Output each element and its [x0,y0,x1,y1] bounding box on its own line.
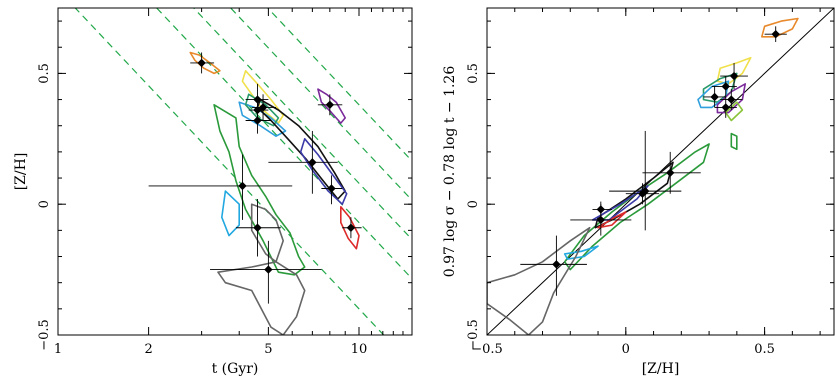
data-point-1 [729,71,739,81]
x-tick-label-1: 0 [622,342,630,357]
plot-frame [486,7,835,336]
contour-5 [724,101,744,122]
data-point-2 [258,103,268,112]
contour-7 [339,206,360,250]
iso-line-2 [192,8,412,240]
data-point-10 [596,215,606,225]
y-axis-label: [Z/H] [13,153,29,191]
panel-fundamental-plane: −0.5 0 0.5 −0.5 0 0.5 [Z/H] 0.97 log σ − 0.78 l… [442,7,835,377]
plot-area [74,8,412,335]
data-point-11 [552,260,561,269]
data-point-4 [727,95,736,104]
x-axis-label: [Z/H] [642,361,680,377]
data-point-5 [325,100,335,109]
data-point-2 [721,82,730,91]
x-tick-label-3: 10 [351,342,368,357]
data-point-4 [253,116,262,125]
y-tick-label-1: 0 [466,200,481,208]
plot-area [487,8,834,335]
data-point-9 [346,223,356,232]
contour-0 [760,17,799,38]
data-point-5 [721,103,730,112]
contour-7 [563,143,710,271]
data-point-0 [771,29,780,39]
x-tick-label-1: 2 [144,342,152,357]
y-tick-label-1: 0 [37,200,52,208]
data-point-6 [308,158,317,167]
contour-11 [250,203,285,263]
contour-10 [217,260,306,335]
error-bar-11 [210,240,322,304]
y-tick-label-2: 0.5 [466,63,481,84]
contour-6 [730,132,738,151]
iso-line-3 [155,8,412,280]
data-point-0 [197,58,206,68]
data-point-10 [253,223,262,232]
error-bar-8 [148,154,293,220]
x-tick-label-2: 0.5 [754,342,775,357]
data-point-8 [638,189,647,198]
y-axis-label: 0.97 log σ − 0.78 log t − 1.26 [442,66,458,278]
data-point-11 [264,265,273,274]
y-tick-label-0: −0.5 [466,319,481,351]
data-point-8 [238,181,247,191]
y-tick-label-0: −0.5 [37,319,52,351]
contour-12 [487,226,591,335]
error-bar-6 [268,130,338,194]
data-point-7 [641,186,650,196]
x-tick-label-2: 5 [264,342,272,357]
iso-line-1 [229,8,412,201]
data-point-3 [710,92,719,102]
panel-age-metallicity: 1 2 5 10 −0.5 0 0.5 t (Gyr) [Z/H] [13,7,413,377]
y-tick-label-2: 0.5 [37,63,52,84]
contour-1 [241,70,285,124]
data-point-7 [327,184,336,193]
contour-8 [213,104,306,276]
contour-6 [299,138,348,205]
contour-4 [244,93,280,127]
contour-10 [597,211,627,229]
plot-frame [57,7,413,336]
contour-9 [221,190,240,237]
contour-2 [317,88,347,124]
data-point-6 [666,168,675,178]
iso-line-0 [266,8,412,162]
x-tick-label-0: −0.5 [471,342,503,357]
x-tick-label-0: 1 [54,342,62,357]
x-axis-label: t (Gyr) [212,361,259,377]
